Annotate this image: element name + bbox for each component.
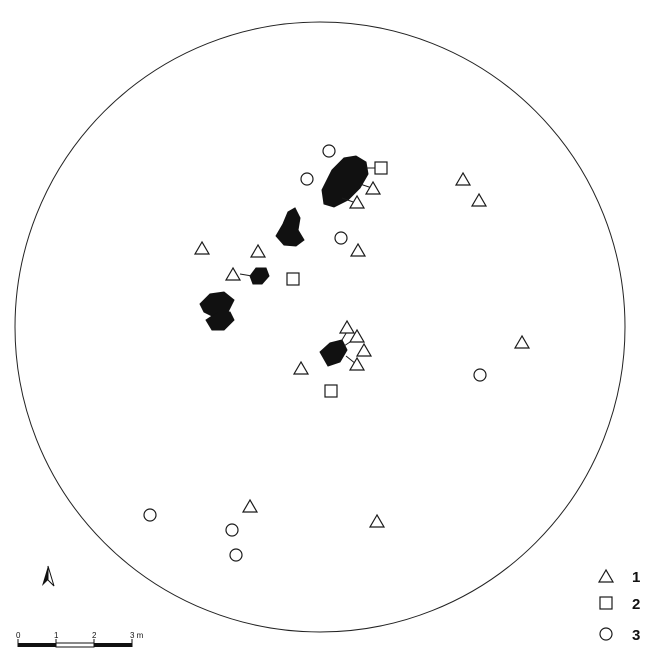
triangle-marker xyxy=(368,513,386,528)
type-1-finds xyxy=(193,171,531,528)
circle-marker xyxy=(143,508,157,522)
scale-label: 2 xyxy=(92,631,97,640)
scale-label: 3 m xyxy=(130,631,144,640)
circle-marker xyxy=(229,548,243,562)
legend-label: 1 xyxy=(632,569,640,586)
hearth-feature xyxy=(249,267,270,285)
circle-marker xyxy=(322,144,336,158)
hearth-feature xyxy=(205,311,235,331)
hearth-feature xyxy=(321,155,369,208)
legend-label: 2 xyxy=(632,596,640,613)
legend-label: 3 xyxy=(632,627,640,644)
circle-marker xyxy=(225,523,239,537)
hearth-feature xyxy=(319,339,348,367)
triangle-marker xyxy=(348,194,366,209)
square-marker xyxy=(374,161,388,175)
hearth-feature xyxy=(275,207,305,247)
triangle-marker xyxy=(513,334,531,349)
square-marker xyxy=(286,272,300,286)
scale-label: 0 xyxy=(16,631,21,640)
legend-square-icon xyxy=(599,596,613,610)
scale-bar: 0 1 2 3 m xyxy=(16,631,144,648)
triangle-marker xyxy=(349,242,367,257)
legend: 1 2 3 xyxy=(597,568,640,644)
scale-label: 1 xyxy=(54,631,59,640)
north-arrow-icon xyxy=(42,565,55,587)
circle-marker xyxy=(300,172,314,186)
triangle-marker xyxy=(292,360,310,375)
triangle-marker xyxy=(470,192,488,207)
triangle-marker xyxy=(224,266,242,281)
type-3-finds xyxy=(143,144,487,562)
site-boundary xyxy=(14,21,626,633)
triangle-marker xyxy=(454,171,472,186)
triangle-marker xyxy=(241,498,259,513)
triangle-marker xyxy=(193,240,211,255)
circle-marker xyxy=(473,368,487,382)
triangle-marker xyxy=(355,342,373,357)
square-marker xyxy=(324,384,338,398)
triangle-marker xyxy=(338,319,356,334)
legend-triangle-icon xyxy=(597,568,615,583)
triangle-marker xyxy=(348,356,366,371)
circle-marker xyxy=(334,231,348,245)
triangle-marker xyxy=(348,328,366,343)
legend-circle-icon xyxy=(599,627,613,641)
triangle-marker xyxy=(364,180,382,195)
triangle-marker xyxy=(249,243,267,258)
type-2-finds xyxy=(286,161,388,398)
